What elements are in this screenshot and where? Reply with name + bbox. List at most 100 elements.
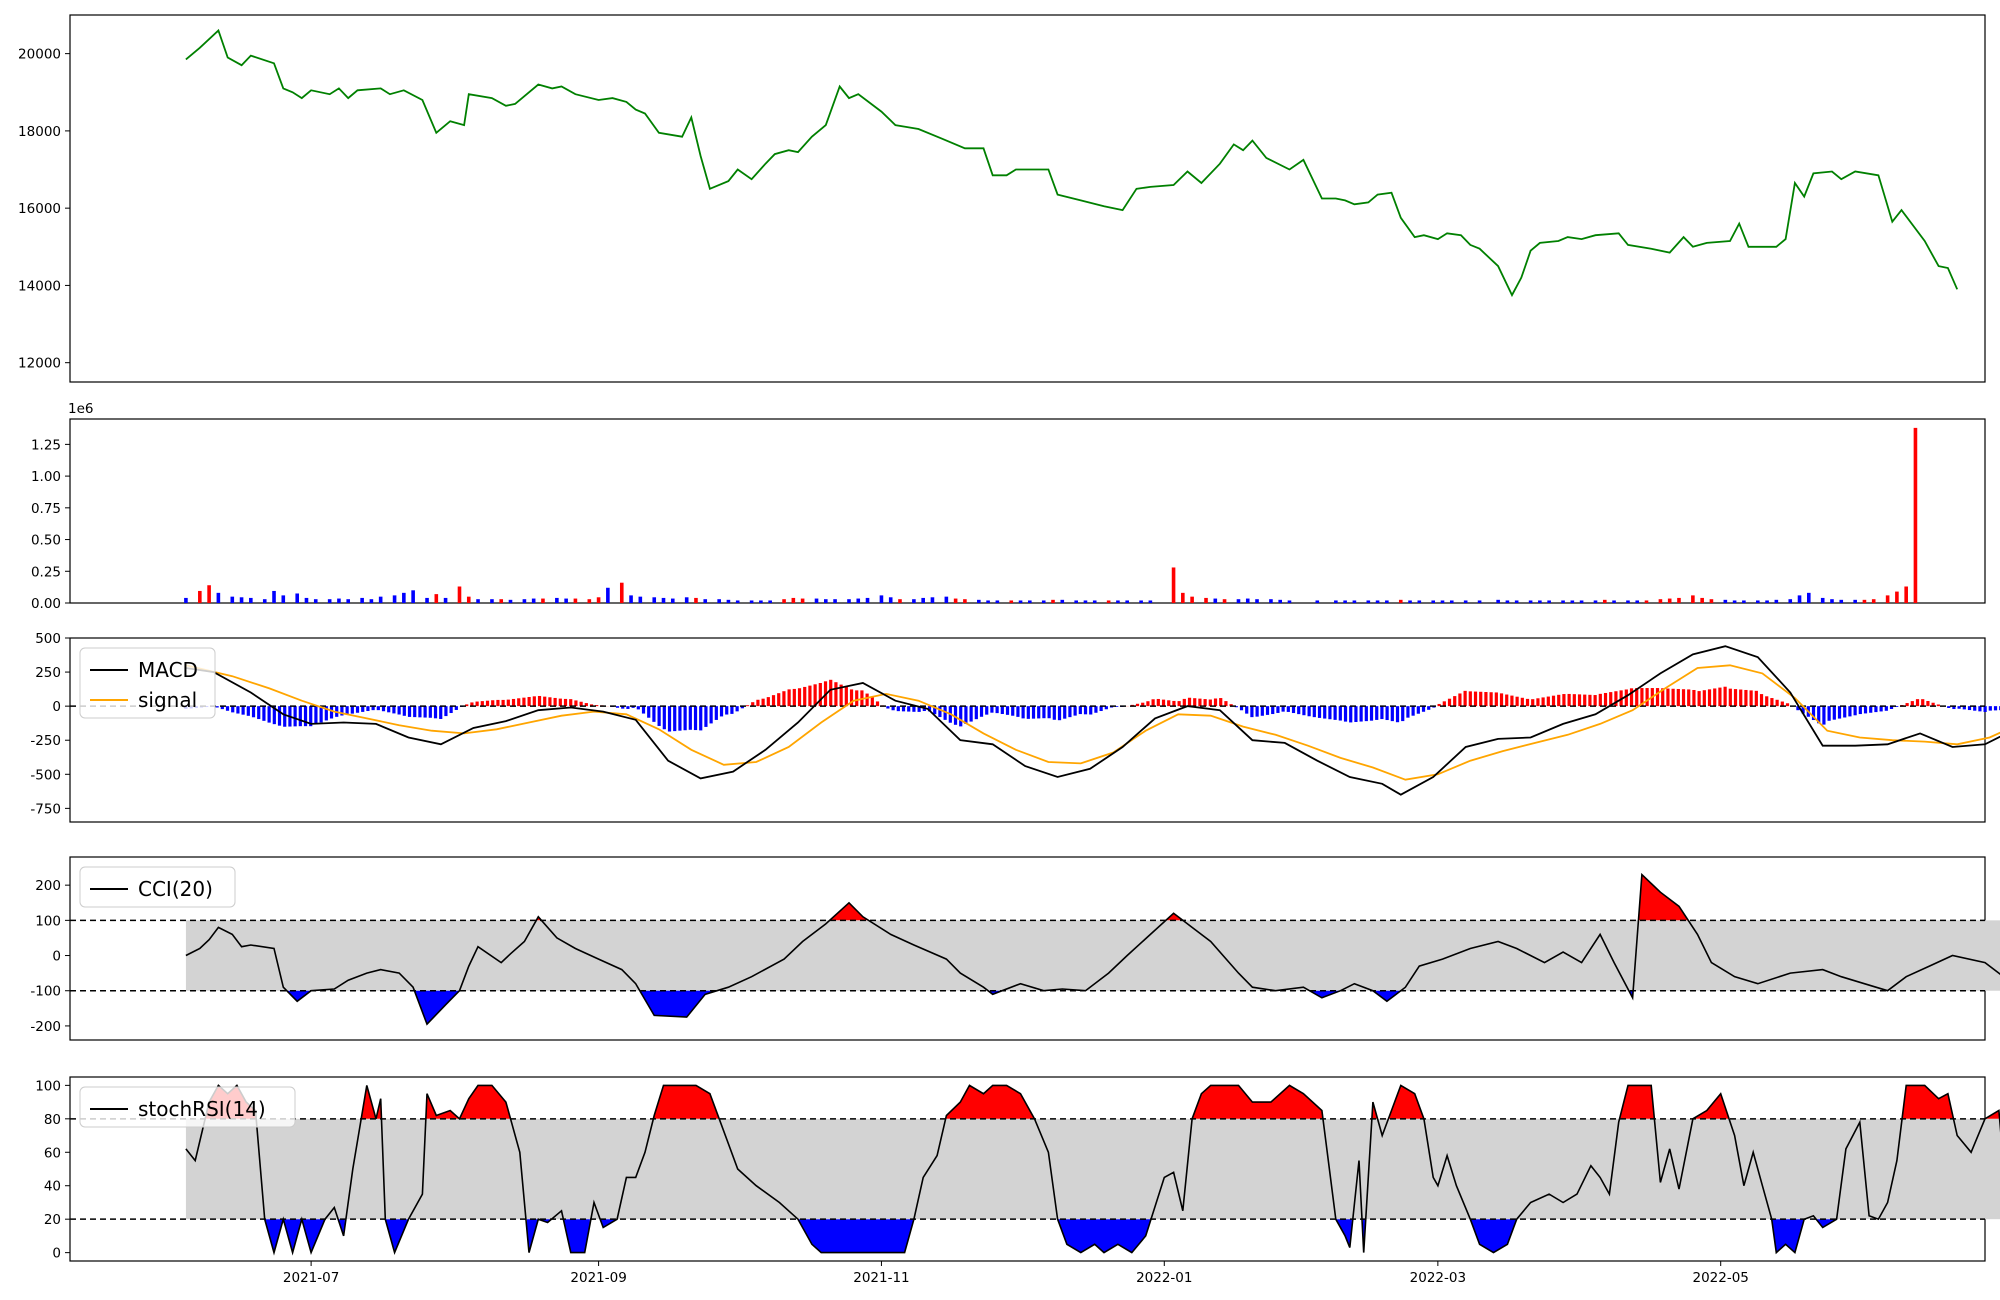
volume-bar xyxy=(346,599,351,603)
macd-histogram-bar xyxy=(517,698,521,707)
macd-histogram-bar xyxy=(719,706,724,717)
macd-histogram-bar xyxy=(1161,699,1166,707)
volume-bar xyxy=(304,597,309,603)
macd-histogram-bar xyxy=(797,688,802,707)
volume-bar xyxy=(207,585,211,603)
macd-histogram-bar xyxy=(1115,706,1119,707)
macd-histogram-bar xyxy=(1375,706,1379,720)
volume-bar xyxy=(995,600,1000,603)
cci-panel: -200 -100 0 100 200 CCI(20) xyxy=(30,856,2000,1041)
volume-bar xyxy=(457,586,462,603)
volume-bar xyxy=(1742,600,1746,603)
macd-histogram-bar xyxy=(1208,699,1212,707)
volume-bar xyxy=(1366,600,1371,603)
macd-histogram-bar xyxy=(1473,691,1478,707)
macd-histogram-bar xyxy=(1754,690,1758,707)
volume-bar xyxy=(977,599,981,603)
macd-histogram-bar xyxy=(1156,698,1160,707)
macd-histogram-bar xyxy=(657,706,661,726)
axes-frame xyxy=(69,637,1986,823)
macd-histogram-bar xyxy=(1562,694,1566,707)
volume-bar xyxy=(1723,599,1728,603)
macd-histogram-bar xyxy=(1510,695,1514,707)
macd-histogram-bar xyxy=(1853,706,1857,716)
y-tick-label: 200 xyxy=(35,878,61,894)
legend-label: stochRSI(14) xyxy=(138,1097,266,1121)
volume-bar xyxy=(833,599,837,603)
volume-bar xyxy=(1839,599,1844,603)
volume-bar xyxy=(1635,600,1640,603)
macd-histogram-bar xyxy=(849,689,854,707)
macd-histogram-bar xyxy=(683,706,687,731)
macd-histogram-bar xyxy=(1031,706,1036,719)
macd-histogram-bar xyxy=(1141,702,1145,707)
volume-bar xyxy=(888,597,893,603)
volume-bar xyxy=(531,598,536,603)
volume-bar xyxy=(1009,600,1014,603)
y-tick-label: 20 xyxy=(44,1212,61,1228)
volume-bar xyxy=(629,595,633,603)
volume-panel: 0.00 0.25 0.50 0.75 1.00 1.25 1e6 xyxy=(31,401,1986,612)
macd-histogram-bar xyxy=(532,696,536,707)
macd-histogram-bar xyxy=(407,706,412,717)
volume-bar xyxy=(1018,600,1023,603)
macd-histogram-bar xyxy=(1707,689,1712,707)
y-tick-label: 1.00 xyxy=(31,469,61,485)
macd-histogram-bar xyxy=(1172,700,1176,707)
macd-histogram-bar xyxy=(693,706,698,731)
volume-bar xyxy=(953,598,958,603)
macd-histogram-bar xyxy=(1676,688,1680,707)
macd-histogram-bar xyxy=(740,706,744,709)
macd-histogram-bar xyxy=(1250,706,1254,718)
macd-histogram-bar xyxy=(589,704,594,707)
macd-histogram-bar xyxy=(1848,706,1852,717)
macd-histogram-bar xyxy=(953,706,958,725)
macd-histogram-bar xyxy=(1063,706,1067,719)
macd-histogram-bar xyxy=(1083,706,1088,715)
volume-bar xyxy=(1343,600,1347,603)
y-tick-label: 500 xyxy=(35,631,61,647)
volume-bar xyxy=(360,597,364,603)
volume-bar xyxy=(670,598,675,603)
macd-histogram-bar xyxy=(1354,706,1358,722)
macd-histogram-bar xyxy=(1520,697,1524,707)
volume-bar xyxy=(1700,597,1704,603)
macd-histogram-bar xyxy=(1286,706,1290,712)
macd-histogram-bar xyxy=(985,706,989,715)
macd-histogram-bar xyxy=(1541,697,1545,707)
macd-histogram-bar xyxy=(579,701,583,707)
macd-histogram-bar xyxy=(1494,692,1498,707)
macd-histogram-bar xyxy=(1889,706,1894,709)
volume-bar xyxy=(434,594,439,603)
y-tick-label: 1.25 xyxy=(31,437,61,453)
macd-histogram-bar xyxy=(974,706,978,720)
volume-bar xyxy=(425,597,429,603)
macd-histogram-bar xyxy=(1338,706,1342,721)
macd-histogram-bar xyxy=(782,691,786,707)
macd-line xyxy=(185,645,2000,796)
stochrsi-line xyxy=(185,1084,2000,1256)
macd-histogram-bar xyxy=(652,706,656,722)
macd-histogram-bar xyxy=(1427,706,1431,710)
macd-histogram-bar xyxy=(361,706,365,712)
y-tick-label: 100 xyxy=(35,1078,61,1094)
price-line xyxy=(185,28,1959,298)
volume-bar xyxy=(1255,599,1259,603)
macd-histogram-bar xyxy=(506,699,510,707)
macd-histogram-bar xyxy=(277,706,282,726)
macd-histogram-bar xyxy=(1952,706,1956,710)
macd-histogram-bar xyxy=(1697,691,1701,707)
volume-bar xyxy=(694,597,698,603)
volume-bar xyxy=(749,600,754,603)
macd-histogram-bar xyxy=(413,706,417,718)
macd-histogram-bar xyxy=(891,706,895,711)
x-tick-label: 2022-01 xyxy=(1136,1270,1192,1286)
macd-histogram-bar xyxy=(1265,706,1270,715)
macd-histogram-bar xyxy=(1546,696,1550,707)
macd-histogram-bar xyxy=(615,706,620,708)
volume-bar xyxy=(369,599,374,603)
overbought-fill xyxy=(1638,874,1688,921)
macd-histogram-bar xyxy=(1073,706,1077,716)
volume-bar xyxy=(1028,600,1032,603)
